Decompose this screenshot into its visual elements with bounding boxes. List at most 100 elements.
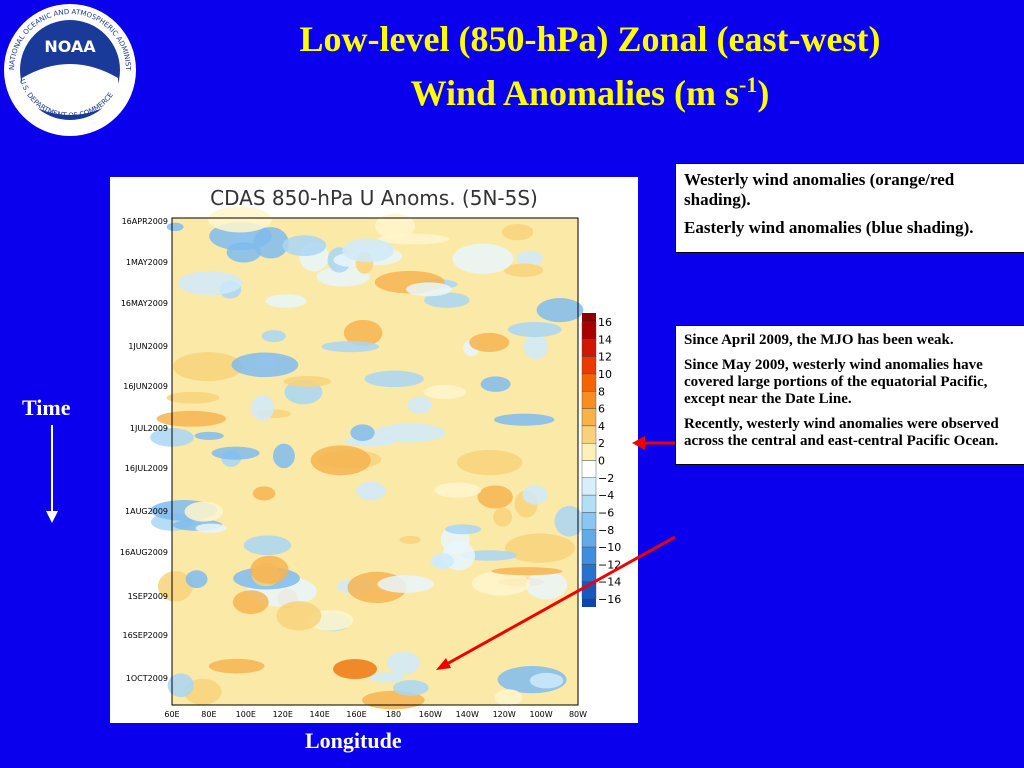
field-frame	[171, 217, 579, 706]
anomaly-shading	[516, 250, 543, 267]
hovmoller-plot: CDAS 850-hPa U Anoms. (5N-5S) 16APR2009 1…	[110, 177, 638, 723]
anomaly-shading	[253, 227, 289, 259]
anomaly-shading	[166, 222, 184, 232]
colorbar-label: −10	[598, 541, 621, 554]
anomaly-shading	[208, 658, 265, 674]
colorbar-label: 14	[598, 333, 612, 346]
anomaly-shading	[494, 413, 555, 426]
colorbar-segment	[581, 460, 597, 479]
note-paragraph: Recently, westerly wind anomalies were o…	[684, 416, 999, 449]
anomaly-shading	[375, 213, 416, 239]
anomaly-shading	[211, 446, 260, 460]
colorbar-label: 8	[598, 385, 605, 398]
anomaly-shading	[232, 590, 269, 614]
longitude-label: Longitude	[305, 728, 402, 753]
anomaly-shading	[445, 524, 482, 535]
longitude-tick-label: 100W	[529, 710, 552, 719]
anomaly-shading	[276, 601, 322, 631]
anomaly-shading	[350, 424, 375, 442]
longitude-tick-label: 140E	[309, 710, 329, 719]
colorbar-segment	[581, 512, 597, 530]
anomaly-shading	[554, 505, 584, 537]
longitude-tick-label: 120W	[493, 710, 516, 719]
title-sup: -1	[739, 72, 758, 97]
date-label: 16JUN2009	[123, 382, 168, 391]
anomaly-shading	[377, 575, 434, 593]
colorbar-segment	[581, 339, 597, 357]
title-line1: Low-level (850-hPa) Zonal (east-west)	[299, 19, 881, 59]
colorbar-label: 16	[598, 316, 612, 329]
anomaly-shading	[321, 341, 380, 353]
anomaly-shading	[251, 395, 275, 421]
anomaly-shading	[282, 235, 327, 257]
anomaly-shading	[356, 481, 386, 501]
time-label: Time	[22, 395, 71, 420]
colorbar-segment	[581, 529, 597, 548]
longitude-tick-label: 80W	[569, 710, 587, 719]
colorbar-segment	[581, 564, 597, 582]
anomaly-shading	[157, 571, 193, 602]
anomaly-shading	[272, 443, 295, 469]
anomaly-shading	[536, 298, 584, 323]
colorbar-segment	[581, 408, 597, 427]
colorbar-label: −16	[598, 593, 621, 606]
anomaly-shading	[374, 423, 446, 443]
colorbar-label: −4	[598, 489, 614, 502]
colorbar-label: 0	[598, 455, 605, 468]
anomaly-shading	[501, 223, 534, 241]
logo: NATIONAL OCEANIC AND ATMOSPHERIC ADMINIS…	[0, 0, 136, 136]
anomaly-shading	[405, 282, 452, 297]
date-label: 1JUL2009	[130, 424, 168, 433]
colorbar-segment	[581, 425, 597, 444]
date-label: 16MAY2009	[121, 299, 168, 308]
colorbar-label: −6	[598, 506, 614, 519]
note-paragraph: Since May 2009, westerly wind anomalies …	[684, 357, 988, 407]
longitude-tick-label: 100E	[236, 710, 256, 719]
anomaly-shading	[423, 385, 466, 400]
note-box-1: Westerly wind anomalies (orange/red shad…	[675, 163, 1024, 253]
anomaly-shading	[494, 689, 523, 706]
anomaly-shading	[507, 321, 562, 338]
anomaly-shading	[456, 449, 523, 476]
date-label: 1AUG2009	[125, 507, 168, 516]
colorbar-segment	[581, 391, 597, 409]
title-text: Wind Anomalies (m s	[410, 73, 740, 113]
date-label: 16SEP2009	[123, 631, 169, 640]
logo-name: NOAA	[44, 37, 96, 56]
anomaly-shading	[156, 410, 227, 427]
colorbar-label: −8	[598, 524, 614, 537]
longitude-tick-label: 80E	[201, 710, 216, 719]
anomaly-shading	[194, 431, 224, 440]
anomaly-shading	[469, 332, 510, 352]
time-arrow	[46, 425, 58, 523]
anomaly-shading	[477, 485, 513, 509]
longitude-tick-label: 180	[386, 710, 401, 719]
longitude-tick-label: 140W	[456, 710, 479, 719]
note-paragraph: Easterly wind anomalies (blue shading).	[684, 218, 974, 237]
anomaly-shading	[172, 352, 243, 382]
anomaly-shading	[399, 535, 421, 544]
date-label: 1JUN2009	[128, 342, 168, 351]
anomaly-shading	[452, 243, 514, 274]
anomaly-shading	[343, 319, 383, 347]
anomaly-shading	[252, 486, 276, 501]
note-box-2: Since April 2009, the MJO has been weak.…	[675, 325, 1024, 465]
anomaly-shading	[184, 501, 224, 522]
anomaly-shading	[493, 507, 513, 527]
anomaly-shading	[185, 570, 208, 588]
anomaly-shading	[407, 396, 432, 414]
colorbar-segment	[581, 581, 597, 600]
note-paragraph: Since April 2009, the MJO has been weak.	[684, 332, 954, 348]
colorbar-label: −12	[598, 558, 621, 571]
anomaly-shading	[333, 659, 377, 679]
anomaly-shading	[243, 535, 292, 556]
anomaly-shading	[195, 523, 227, 533]
date-label: 16JUL2009	[125, 464, 168, 473]
anomaly-shading	[261, 330, 286, 343]
colorbar-cap	[582, 599, 596, 607]
anomaly-shading	[226, 242, 261, 263]
colorbar-segment	[581, 321, 597, 340]
anomaly-shading	[167, 673, 194, 698]
date-label: 1MAY2009	[126, 258, 168, 267]
